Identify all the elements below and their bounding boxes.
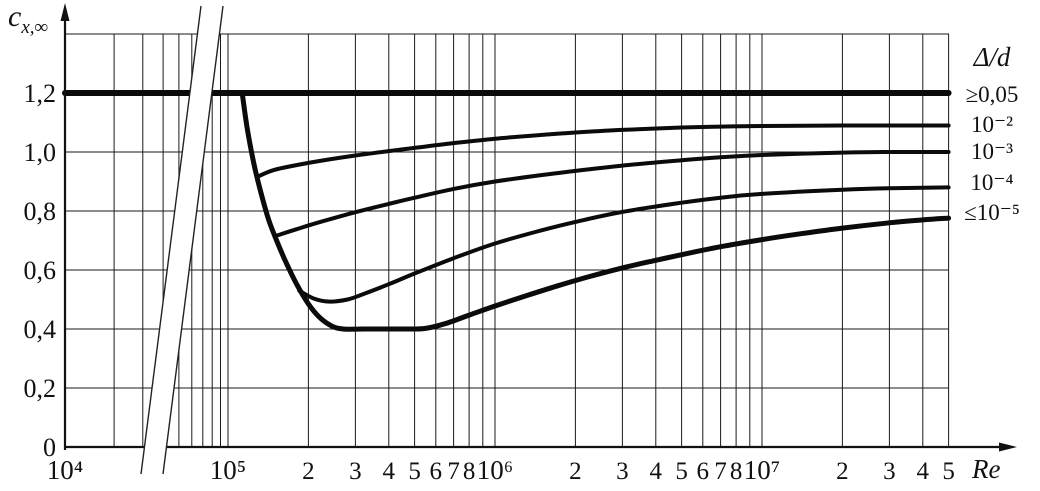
legend-entry-le-1e-5: ≤10⁻⁵: [964, 200, 1020, 225]
curve-1e-3: [273, 149, 951, 239]
x-tick-label: 2: [836, 458, 849, 485]
x-tick-label: 10⁴: [47, 455, 83, 485]
legend-entry-1e-4: 10⁻⁴: [970, 170, 1014, 195]
x-tick-label: 8: [463, 458, 476, 485]
x-axis-label: Re: [972, 454, 1001, 484]
x-tick-label: 10⁵: [210, 455, 246, 485]
y-tick-label: 0: [43, 433, 56, 462]
x-tick-label: 7: [447, 458, 460, 485]
legend-entry-1e-2: 10⁻²: [970, 112, 1014, 137]
x-tick-label: 7: [714, 458, 727, 485]
x-tick-label: 5: [675, 458, 688, 485]
x-tick-label: 6: [430, 458, 443, 485]
x-tick-label: 10⁷: [744, 455, 780, 485]
y-axis-label-subscript: x,∞: [21, 17, 49, 38]
x-tick-label: 4: [383, 458, 396, 485]
y-tick-label: 0,8: [24, 197, 57, 226]
legend: Δ/d ≥0,05 10⁻² 10⁻³ 10⁻⁴ ≤10⁻⁵: [946, 0, 1038, 491]
curve-le-1e-5: [239, 90, 952, 332]
y-axis-label-symbol: c: [8, 0, 22, 33]
x-axis-arrow: [999, 442, 1017, 452]
curve-1e-4: [297, 185, 951, 304]
y-tick-label: 1,2: [24, 79, 57, 108]
x-tick-label: 3: [616, 458, 629, 485]
y-tick-label: 1,0: [24, 138, 57, 167]
x-tick-label: 4: [917, 458, 930, 485]
x-tick-label: 2: [569, 458, 582, 485]
legend-title: Δ/d: [973, 42, 1011, 72]
x-tick-label: 5: [942, 458, 955, 485]
x-tick-label: 6: [697, 458, 710, 485]
x-tick-label: 3: [883, 458, 896, 485]
y-tick-label: 0,6: [24, 256, 57, 285]
legend-entry-ge-005: ≥0,05: [965, 82, 1019, 107]
legend-entry-1e-3: 10⁻³: [970, 139, 1014, 164]
axis-break-line: [162, 5, 224, 475]
x-tick-label: 10⁶: [477, 455, 513, 485]
x-tick-label: 5: [408, 458, 421, 485]
y-tick-label: 0,4: [24, 315, 57, 344]
axis-break-line: [140, 5, 202, 475]
x-tick-label: 2: [302, 458, 315, 485]
y-tick-label: 0,2: [24, 374, 57, 403]
y-axis-arrow: [60, 3, 70, 21]
x-tick-label: 3: [349, 458, 362, 485]
y-axis-label: cx,∞: [8, 0, 48, 45]
x-tick-label: 4: [650, 458, 663, 485]
axis-break-mask: [141, 6, 223, 474]
curve-1e-2: [254, 123, 951, 180]
x-tick-label: 8: [730, 458, 743, 485]
